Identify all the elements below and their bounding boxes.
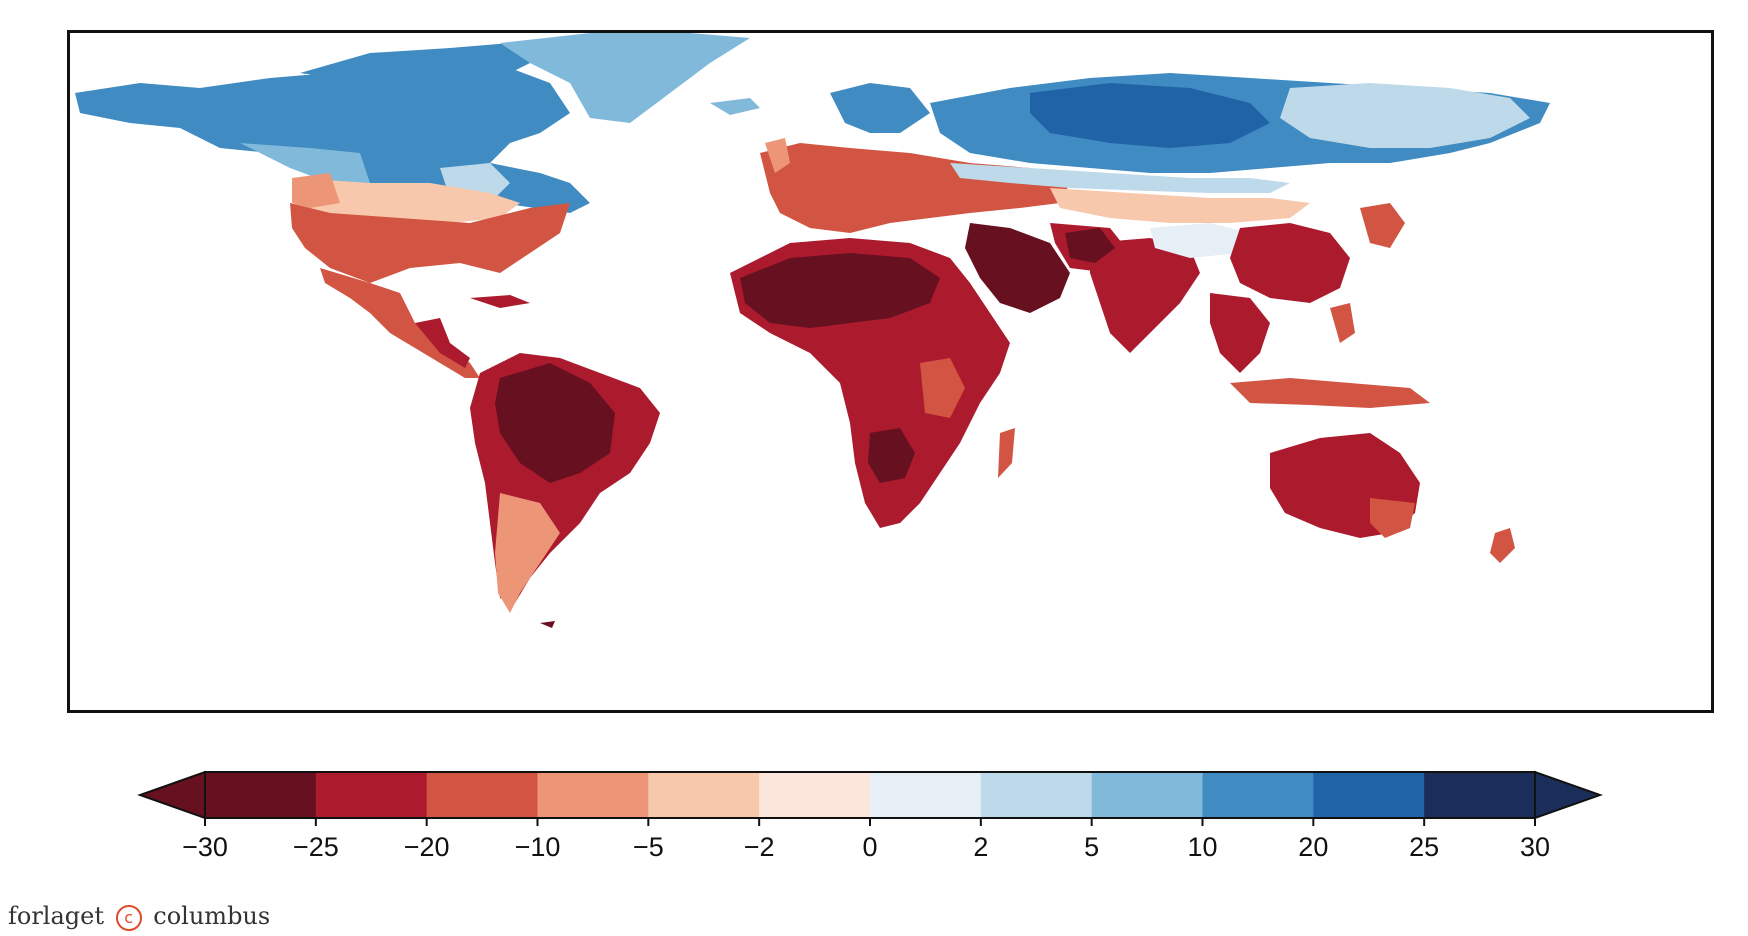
colorbar-tick-label: 5: [1084, 832, 1099, 862]
region-australia-southeast: [1370, 498, 1415, 538]
colorbar-bin: [1091, 772, 1203, 818]
region-uk: [765, 138, 790, 173]
region-antarctic-fragments: [540, 621, 555, 628]
region-central-asia: [1050, 188, 1310, 223]
region-iceland: [710, 98, 760, 115]
region-usa-north: [295, 178, 520, 223]
region-siberia-core: [1030, 83, 1270, 148]
region-east-siberia: [1280, 83, 1530, 148]
publisher-name-left: forlaget: [8, 902, 104, 930]
colorbar-bin: [426, 772, 538, 818]
colorbar-tick-label: 2: [973, 832, 988, 862]
colorbar-bin: [980, 772, 1093, 818]
region-russia-south: [950, 163, 1290, 193]
colorbar-tick-label: −10: [515, 832, 561, 862]
region-tibet: [1150, 223, 1250, 258]
colorbar-tick-label: 25: [1409, 832, 1439, 862]
colorbar-bin: [1202, 772, 1314, 818]
region-canada-south: [240, 143, 370, 183]
colorbar-tick-label: −5: [633, 832, 664, 862]
colorbar-tick-label: −20: [404, 832, 450, 862]
colorbar-bin: [205, 772, 317, 818]
region-middle-east: [965, 223, 1070, 313]
colorbar: −30 −25 −20 −10 −5 −2 0 2 5 10 20 25 30: [137, 770, 1603, 862]
region-usa-northwest: [292, 173, 340, 208]
region-pakistan: [1065, 228, 1115, 263]
region-new-zealand: [1490, 528, 1515, 563]
region-amazon: [495, 363, 615, 483]
region-usa: [290, 203, 570, 283]
publisher-logo-icon: c: [115, 904, 142, 931]
colorbar-bin: [315, 772, 428, 818]
colorbar-extend-right: [1534, 770, 1603, 820]
world-map: [67, 30, 1714, 713]
colorbar-tick-label: −25: [293, 832, 339, 862]
region-greenland: [500, 33, 750, 123]
colorbar-tick-label: 10: [1187, 832, 1217, 862]
region-east-africa: [920, 358, 965, 418]
world-map-svg: [75, 33, 1550, 628]
region-south-asia: [1090, 238, 1200, 353]
colorbar-bin: [759, 772, 871, 818]
region-south-america-south: [495, 493, 560, 613]
region-indonesia: [1230, 378, 1430, 408]
colorbar-tick-label: 0: [862, 832, 877, 862]
region-sahara: [740, 253, 940, 328]
region-korea-japan: [1360, 203, 1405, 248]
colorbar-tick-label: 30: [1520, 832, 1550, 862]
publisher-credit: forlaget c columbus: [8, 902, 270, 931]
region-scandinavia: [830, 83, 930, 133]
colorbar-bin: [870, 772, 982, 818]
region-philippines: [1330, 303, 1355, 343]
region-arctic-islands: [300, 43, 540, 83]
colorbar-extend-left: [137, 770, 206, 820]
colorbar-tick-label: −2: [744, 832, 775, 862]
colorbar-tick-label: 20: [1298, 832, 1328, 862]
colorbar-bin: [648, 772, 760, 818]
region-madagascar: [998, 428, 1015, 478]
region-central-america: [415, 318, 470, 368]
colorbar-tick-label: −30: [182, 832, 228, 862]
colorbar-svg: −30 −25 −20 −10 −5 −2 0 2 5 10 20 25 30: [137, 770, 1603, 862]
region-europe: [760, 143, 1070, 233]
region-caribbean: [470, 295, 530, 308]
colorbar-bin: [1424, 772, 1536, 818]
region-southern-africa: [868, 428, 915, 483]
region-china: [1230, 223, 1350, 303]
colorbar-bin: [537, 772, 649, 818]
colorbar-bin: [1313, 772, 1425, 818]
publisher-name-right: columbus: [153, 902, 271, 930]
region-southeast-asia: [1210, 293, 1270, 373]
